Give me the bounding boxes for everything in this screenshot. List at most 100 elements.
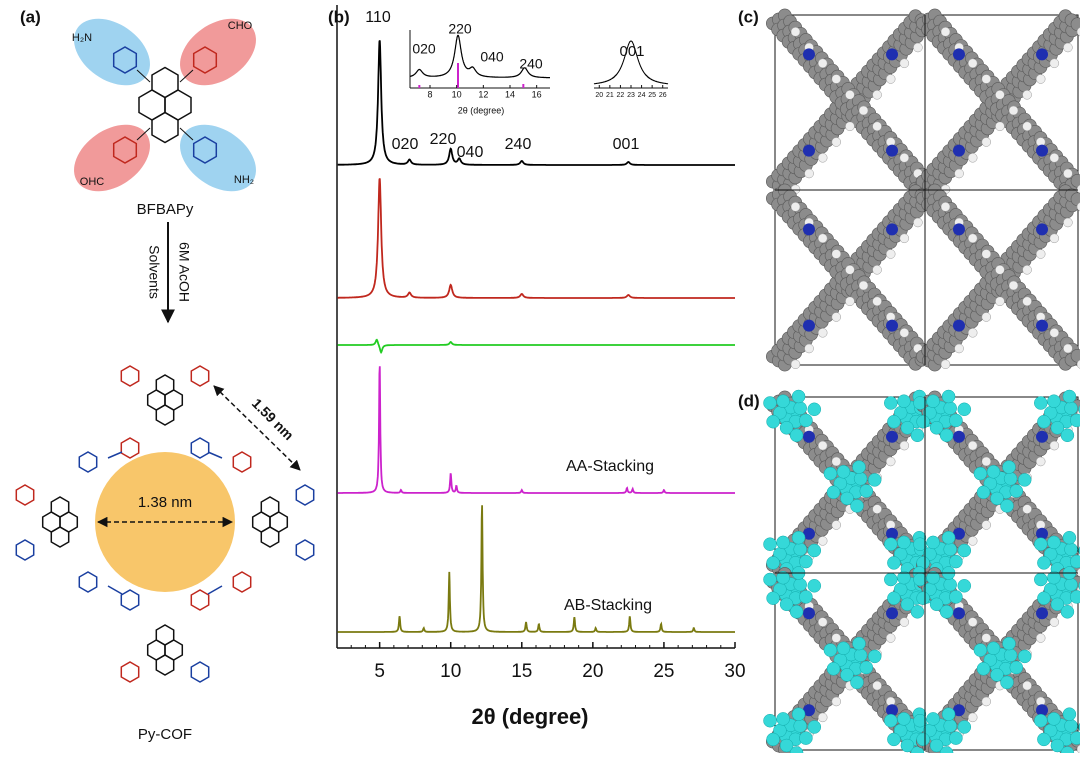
h-atom (818, 328, 827, 337)
h-atom (982, 313, 991, 322)
trace-label: AB-Stacking (564, 597, 652, 614)
h-atom (1009, 106, 1018, 115)
h-atom (1063, 344, 1072, 353)
x-tick-label: 20 (582, 661, 603, 682)
imine (208, 586, 222, 594)
overlay-atom (884, 573, 897, 586)
overlay-atom (911, 429, 924, 442)
h-atom (1050, 328, 1059, 337)
overlay-atom (887, 733, 900, 746)
pore-size: 1.38 nm (138, 494, 192, 511)
h-atom (900, 441, 909, 450)
monomer-name: BFBAPy (137, 201, 194, 218)
ring (156, 405, 173, 425)
overlay-atom (987, 642, 1000, 655)
overlay-atom (1061, 429, 1074, 442)
h-atom (995, 122, 1004, 131)
h-atom (845, 297, 854, 306)
overlay-atom (851, 676, 864, 689)
inset-tick-label: 8 (427, 89, 432, 99)
n-atom (1036, 431, 1048, 443)
inset-tick-label: 21 (606, 92, 614, 99)
overlay-atom (837, 642, 850, 655)
h-atom (1050, 59, 1059, 68)
overlay-atom (764, 714, 777, 727)
overlay-atom (794, 719, 807, 732)
overlay-atom (949, 555, 962, 568)
overlay-atom (1037, 415, 1050, 428)
ring (233, 572, 250, 592)
h-atom (818, 618, 827, 627)
overlay-atom (1065, 719, 1078, 732)
h-atom (818, 536, 827, 545)
overlay-atom (958, 721, 971, 734)
peak-label: 001 (613, 136, 640, 153)
ring (152, 68, 178, 98)
h-atom (955, 169, 964, 178)
overlay-atom (958, 403, 971, 416)
overlay-atom (884, 714, 897, 727)
overlay-atom (853, 461, 866, 474)
overlay-atom (792, 708, 805, 721)
h-atom (1023, 681, 1032, 690)
h-atom (832, 521, 841, 530)
h-atom (818, 59, 827, 68)
n-atom (953, 607, 965, 619)
ring (51, 497, 68, 517)
inset-axis-title: 2θ (degree) (458, 105, 505, 115)
n-atom (886, 48, 898, 60)
overlay-atom (799, 732, 812, 745)
h-atom (955, 344, 964, 353)
h-atom (818, 441, 827, 450)
inset-tick-label: 25 (648, 92, 656, 99)
overlay-atom (777, 712, 790, 725)
h-atom (968, 536, 977, 545)
h-atom (873, 265, 882, 274)
overlay-atom (853, 637, 866, 650)
h-atom (968, 153, 977, 162)
n-atom (886, 607, 898, 619)
ring (191, 590, 208, 610)
overlay-atom (942, 390, 955, 403)
panel-label: (a) (20, 7, 41, 26)
overlay-atom (824, 467, 837, 480)
h-atom (1050, 234, 1059, 243)
h-atom (886, 250, 895, 259)
overlay-atom (764, 573, 777, 586)
h-atom (886, 457, 895, 466)
functional-group: CHO (228, 20, 253, 32)
h-atom (900, 328, 909, 337)
overlay-atom (1037, 733, 1050, 746)
h-atom (791, 202, 800, 211)
n-atom (953, 48, 965, 60)
functional-group: NH₂ (234, 174, 254, 186)
overlay-atom (917, 415, 930, 428)
overlay-atom (808, 721, 821, 734)
overlay-atom (790, 429, 803, 442)
overlay-atom (887, 556, 900, 569)
h-atom (913, 218, 922, 227)
h-atom (859, 281, 868, 290)
n-atom (953, 145, 965, 157)
overlay-atom (949, 590, 962, 603)
ring (261, 527, 278, 547)
peak-label: 240 (505, 136, 532, 153)
xrd-trace (338, 366, 735, 493)
overlay-atom (1065, 402, 1078, 415)
overlay-atom (1010, 485, 1023, 498)
h-atom (995, 265, 1004, 274)
h-atom (832, 75, 841, 84)
panel-label: (c) (738, 7, 759, 26)
overlay-atom (1004, 649, 1017, 662)
overlay-atom (1034, 538, 1047, 551)
h-atom (1009, 281, 1018, 290)
overlay-atom (1065, 543, 1078, 556)
overlay-atom (827, 486, 840, 499)
inset-peak-label: 240 (519, 56, 543, 72)
overlay-atom (1037, 556, 1050, 569)
overlay-atom (927, 536, 940, 549)
overlay-atom (927, 395, 940, 408)
h-atom (845, 265, 854, 274)
overlay-atom (897, 395, 910, 408)
